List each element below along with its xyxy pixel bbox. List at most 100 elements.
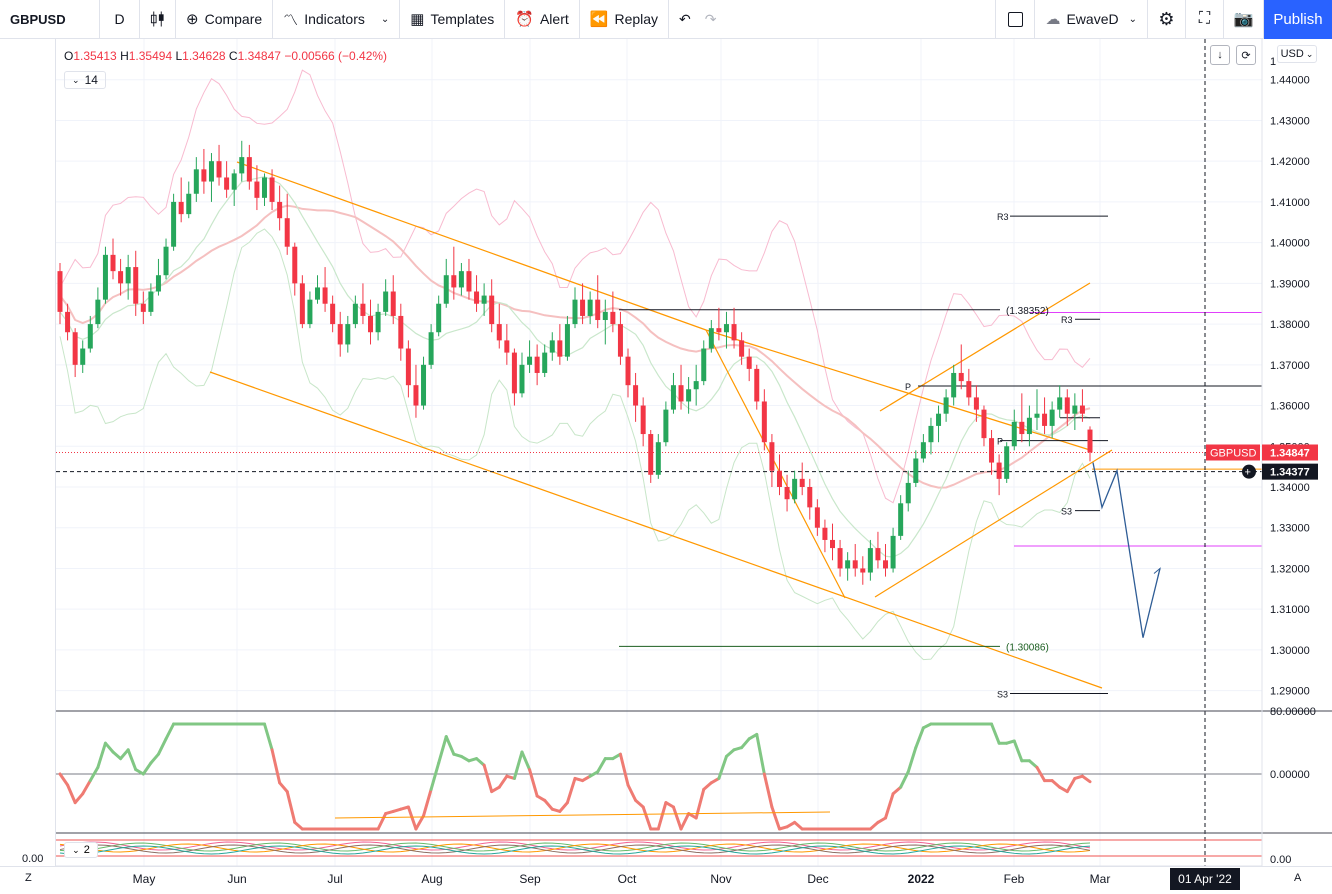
candle-body <box>761 401 767 443</box>
oscillator-segment <box>565 776 577 805</box>
oscillator-segment <box>558 801 569 813</box>
candle-body <box>1087 429 1093 453</box>
oscillator-segment <box>293 820 304 831</box>
candle-body <box>928 425 934 443</box>
candle-body <box>57 271 63 312</box>
oscillator-segment <box>414 814 426 831</box>
price-tick-label: 1.38000 <box>1270 319 1310 331</box>
oscillator2-line <box>59 841 1091 851</box>
alert-button[interactable]: ⏰ Alert <box>505 0 580 39</box>
oscillator-segment <box>641 805 653 831</box>
candle-body <box>428 332 434 365</box>
candle-body <box>822 527 828 540</box>
candle-body <box>254 181 260 198</box>
oscillator-segment <box>596 757 607 774</box>
currency-selector[interactable]: USD ⌄ <box>1277 45 1317 63</box>
auto-scale-toggle[interactable]: A <box>1294 872 1301 884</box>
candle-body <box>292 246 298 284</box>
candle-body <box>905 482 911 504</box>
oscillator-input[interactable]: ⌄ 2 <box>64 842 98 858</box>
fullscreen-button[interactable]: ⛶ <box>1186 0 1224 39</box>
candle-body <box>307 299 313 325</box>
candle-body <box>504 340 510 353</box>
candle-body <box>739 340 745 357</box>
settings-button[interactable]: ⚙ <box>1148 0 1186 39</box>
chart-type-button[interactable] <box>140 0 176 39</box>
price-tick-label: 1.37000 <box>1270 360 1310 372</box>
compare-button[interactable]: ⊕ Compare <box>176 0 274 39</box>
indicators-button[interactable]: 〽 Indicators ⌄ <box>273 0 401 39</box>
oscillator-segment <box>702 781 713 791</box>
oscillator-segment <box>482 763 494 794</box>
candle-body <box>224 177 230 190</box>
time-tick-label: Nov <box>710 872 731 886</box>
oscillator-input-value: 2 <box>83 844 90 856</box>
candle-body <box>261 177 267 198</box>
oscillator-segment <box>270 748 282 785</box>
arrow-down-icon: ↓ <box>1217 49 1223 61</box>
candle-body <box>875 548 881 561</box>
interval-button[interactable]: D <box>100 0 140 39</box>
zoom-toggle[interactable]: Z <box>25 872 32 884</box>
account-button[interactable]: ☁ EwaveD ⌄ <box>1035 0 1148 39</box>
price-tick-label: 1.43000 <box>1270 115 1310 127</box>
replay-button[interactable]: ⏪ Replay <box>580 0 670 39</box>
symbol-search-button[interactable]: GBPUSD <box>0 0 100 39</box>
snapshot-button[interactable]: 📷 <box>1224 0 1264 39</box>
candle-body <box>723 324 729 333</box>
candle-body <box>87 324 93 349</box>
undo-icon[interactable]: ↶ <box>679 10 691 27</box>
templates-button[interactable]: ▦ Templates <box>400 0 506 39</box>
trendline <box>705 329 846 599</box>
candle-body <box>133 267 139 304</box>
chevron-down-icon: ⌄ <box>72 844 80 855</box>
candle-body <box>1011 421 1017 447</box>
candle-body <box>633 385 639 406</box>
candle-body <box>171 201 177 247</box>
publish-button[interactable]: Publish <box>1264 0 1332 39</box>
price-tick-label: 1.34000 <box>1270 482 1310 494</box>
layout-button[interactable] <box>995 0 1036 39</box>
candle-body <box>315 287 320 300</box>
price-tick-label: 1.32000 <box>1270 563 1310 575</box>
candle-body <box>1034 413 1040 418</box>
price-axis: 1.44000 1.43000 1.42000 1.41000 1.40000 1.390… <box>133 39 1318 890</box>
candle-body <box>655 442 661 475</box>
price-tick-label: 1.44000 <box>1270 75 1310 87</box>
trendline <box>209 371 1103 689</box>
oscillator-segment <box>444 735 456 756</box>
price-tick-label: 1 <box>1270 56 1276 68</box>
oscillator-segment <box>429 761 441 791</box>
indicators-label: Indicators <box>304 11 365 27</box>
crosshair-price-label: 1.34377 <box>1270 467 1310 479</box>
scroll-down-button[interactable]: ↓ <box>1210 45 1230 65</box>
candle-body <box>564 324 570 357</box>
price-tick-label: 1.30000 <box>1270 645 1310 657</box>
candle-body <box>1042 413 1048 426</box>
symbol-label: GBPUSD <box>10 11 66 27</box>
oscillator-segment <box>66 783 77 805</box>
candle-body <box>951 372 957 398</box>
oscillator-segment <box>634 798 645 809</box>
chevron-down-icon: ⌄ <box>1305 48 1314 59</box>
indicator-input[interactable]: ⌄ 14 <box>64 71 106 89</box>
oscillator-segment <box>884 792 895 820</box>
oscillator-segment <box>762 772 774 809</box>
candle-body <box>557 340 563 357</box>
low-value: 1.34628 <box>182 49 226 63</box>
candle-body <box>920 442 926 459</box>
oscillator-segment <box>906 746 918 774</box>
oscillator-segment <box>422 787 433 818</box>
oscillator-segment <box>512 750 524 780</box>
candle-body <box>178 201 184 215</box>
time-tick-label: Sep <box>519 872 541 886</box>
level-low-label: (1.30086) <box>1006 642 1049 653</box>
candle-body <box>708 328 714 349</box>
redo-icon[interactable]: ↷ <box>704 10 717 27</box>
candle-body <box>542 352 548 373</box>
candle-body <box>776 470 782 487</box>
reset-chart-button[interactable]: ⟳ <box>1236 45 1256 65</box>
refresh-icon: ⟳ <box>1241 49 1251 62</box>
price-tick-label: 1.40000 <box>1270 238 1310 250</box>
